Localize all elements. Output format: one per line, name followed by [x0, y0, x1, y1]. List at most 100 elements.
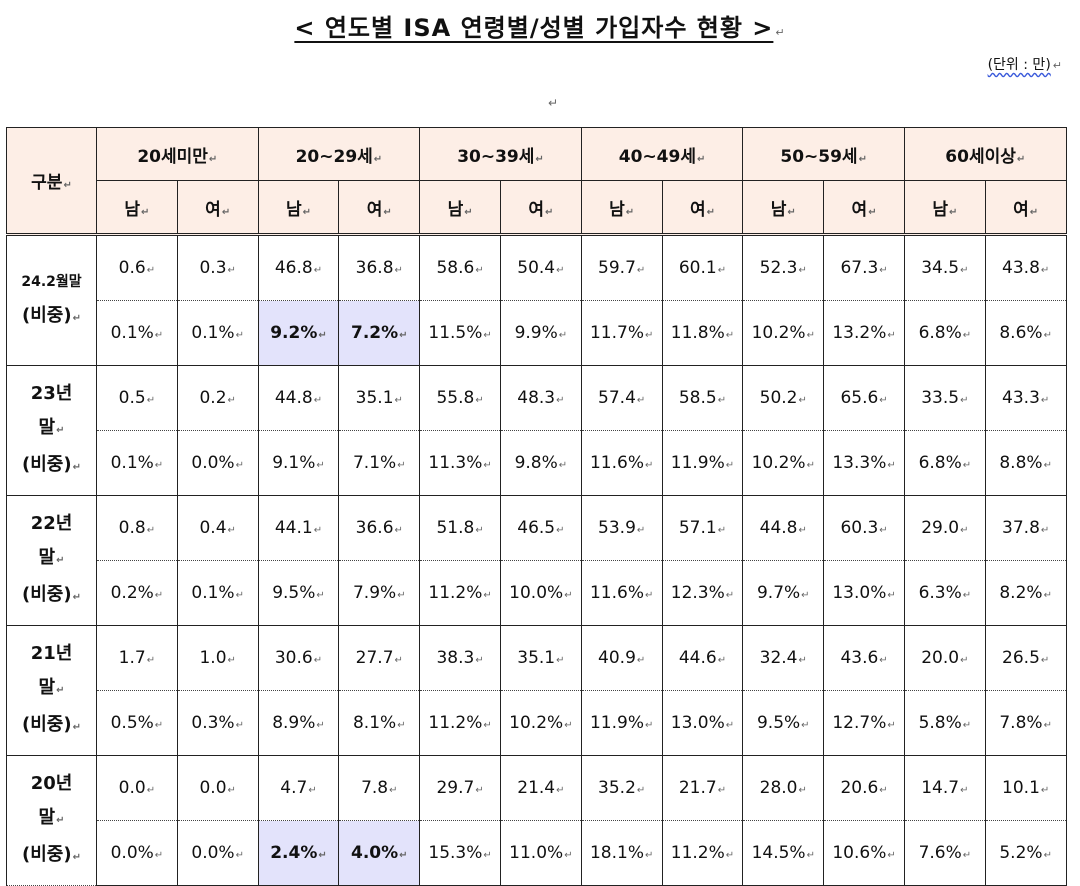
- share-cell: 13.0%↵: [661, 690, 744, 756]
- paragraph-mark: ↵: [725, 460, 735, 471]
- isa-subscriber-table: 구분↵ 20세미만↵ 20~29세↵ 30~39세↵ 40~49세↵ 50~59…: [6, 127, 1067, 886]
- paragraph-mark: ↵: [625, 206, 635, 218]
- share-cell: 11.6%↵: [580, 560, 663, 626]
- paragraph-mark: ↵: [316, 460, 325, 471]
- paragraph-mark: ↵: [313, 395, 323, 406]
- paragraph-mark: ↵: [383, 206, 392, 218]
- share-cell: 11.2%↵: [419, 690, 501, 756]
- share-cell: 0.5%↵: [96, 690, 178, 756]
- paragraph-mark: ↵: [806, 330, 815, 341]
- gender-label: 남: [447, 199, 464, 220]
- cell-value: 29.0: [921, 518, 960, 538]
- paragraph-mark: ↵: [887, 850, 896, 861]
- cell-value: 7.6%: [918, 843, 962, 863]
- value-cell: 29.0↵: [903, 495, 986, 561]
- paragraph-mark: ↵: [56, 814, 65, 826]
- paragraph-mark: ↵: [308, 785, 317, 796]
- paragraph-mark: ↵: [1016, 153, 1026, 165]
- value-cell: 21.4↵: [499, 755, 582, 821]
- value-cell: 48.3↵: [499, 365, 582, 431]
- paragraph-mark: ↵: [475, 785, 484, 796]
- paragraph-mark: ↵: [948, 206, 958, 218]
- paragraph-mark: ↵: [235, 460, 244, 471]
- paragraph-mark: ↵: [879, 785, 888, 796]
- cell-value: 8.6%: [999, 323, 1043, 343]
- share-cell: 12.7%↵: [823, 690, 905, 756]
- paragraph-mark: ↵: [725, 590, 735, 601]
- row-label-text: (비중): [22, 305, 72, 326]
- cell-value: 60.3: [840, 518, 879, 538]
- paragraph-mark: ↵: [806, 460, 815, 471]
- cell-value: 10.2%: [751, 453, 806, 473]
- share-cell: 0.1%↵: [176, 300, 259, 366]
- cell-value: 30.6: [274, 648, 313, 668]
- cell-value: 40.9: [598, 648, 636, 668]
- share-cell: 6.8%↵: [903, 300, 986, 366]
- cell-value: 10.2%: [751, 323, 806, 343]
- value-cell: 60.1↵: [661, 233, 744, 301]
- share-cell: 0.0%↵: [96, 820, 178, 886]
- row-label-text: (비중): [22, 713, 72, 735]
- paragraph-mark: ↵: [960, 785, 969, 796]
- share-cell: 9.8%↵: [499, 430, 582, 496]
- row-label-line: (비중)↵: [7, 708, 96, 745]
- paragraph-mark: ↵: [394, 655, 403, 666]
- share-cell: 18.1%↵: [580, 820, 663, 886]
- paragraph-mark: ↵: [868, 206, 877, 218]
- cell-value: 44.1: [274, 518, 313, 538]
- row-label-cell: 23년 말↵ (비중)↵: [6, 365, 97, 496]
- paragraph-mark: ↵: [1043, 850, 1052, 861]
- paragraph-mark: ↵: [717, 785, 727, 796]
- paragraph-mark: ↵: [725, 720, 735, 731]
- paragraph-mark: ↵: [960, 655, 969, 666]
- paragraph-mark: ↵: [72, 461, 81, 473]
- cell-value: 8.9%: [272, 713, 316, 733]
- paragraph-mark: ↵: [798, 265, 807, 276]
- paragraph-mark: ↵: [483, 590, 492, 601]
- share-row: 0.2%↵ 0.1%↵ 9.5%↵ 7.9%↵ 11.2%↵ 10.0%↵ 11.6%↵ 12…: [7, 560, 1067, 626]
- empty-paragraph-mark: ↵: [548, 96, 559, 110]
- row-label-cell: 20년 말↵ (비중)↵: [6, 755, 97, 886]
- cell-value: 1.7: [118, 648, 146, 668]
- cell-value: 13.3%: [832, 453, 887, 473]
- value-cell: 44.6↵: [661, 625, 744, 691]
- age-group-label: 50~59세: [780, 146, 858, 167]
- cell-value: 11.2%: [428, 713, 483, 733]
- row-label-text: 말: [38, 806, 56, 828]
- paragraph-mark: ↵: [227, 265, 236, 276]
- cell-value: 51.8: [436, 518, 475, 538]
- row-label-text: 말: [38, 416, 56, 438]
- value-cell: 35.1↵: [499, 625, 582, 691]
- row-label-cell: 24.2월말 (비중)↵: [6, 233, 97, 366]
- cell-value: 13.0%: [832, 583, 887, 603]
- cell-value: 0.4: [199, 518, 227, 538]
- cell-value: 12.7%: [832, 713, 887, 733]
- cell-value: 13.0%: [670, 713, 725, 733]
- cell-value: 60.1: [678, 258, 717, 278]
- paragraph-mark: ↵: [464, 206, 473, 218]
- share-cell: 13.0%↵: [823, 560, 905, 626]
- paragraph-mark: ↵: [717, 265, 727, 276]
- share-cell: 0.1%↵: [96, 430, 178, 496]
- value-cell: 35.1↵: [338, 365, 421, 431]
- cell-value: 28.0: [759, 778, 798, 798]
- share-cell: 0.3%↵: [176, 690, 259, 756]
- cell-value: 35.1: [355, 388, 394, 408]
- share-cell: 13.2%↵: [823, 300, 905, 366]
- share-row: 0.5%↵ 0.3%↵ 8.9%↵ 8.1%↵ 11.2%↵ 10.2%↵ 11.9%↵ 13…: [7, 690, 1067, 756]
- paragraph-mark: ↵: [535, 153, 544, 165]
- cell-value: 12.3%: [670, 583, 725, 603]
- paragraph-mark: ↵: [644, 460, 654, 471]
- paragraph-mark: ↵: [1052, 59, 1062, 72]
- paragraph-mark: ↵: [227, 525, 236, 536]
- cell-value: 2.4%: [270, 843, 318, 863]
- value-cell: 0.6↵: [96, 233, 178, 301]
- cell-value: 37.8: [1002, 518, 1040, 538]
- cell-value: 50.4: [517, 258, 556, 278]
- gender-header-female: 여↵: [338, 180, 421, 236]
- paragraph-mark: ↵: [644, 720, 654, 731]
- share-cell: 8.2%↵: [984, 560, 1067, 626]
- row-label-line: 22년: [7, 507, 96, 541]
- paragraph-mark: ↵: [72, 313, 81, 324]
- cell-value: 0.2: [199, 388, 227, 408]
